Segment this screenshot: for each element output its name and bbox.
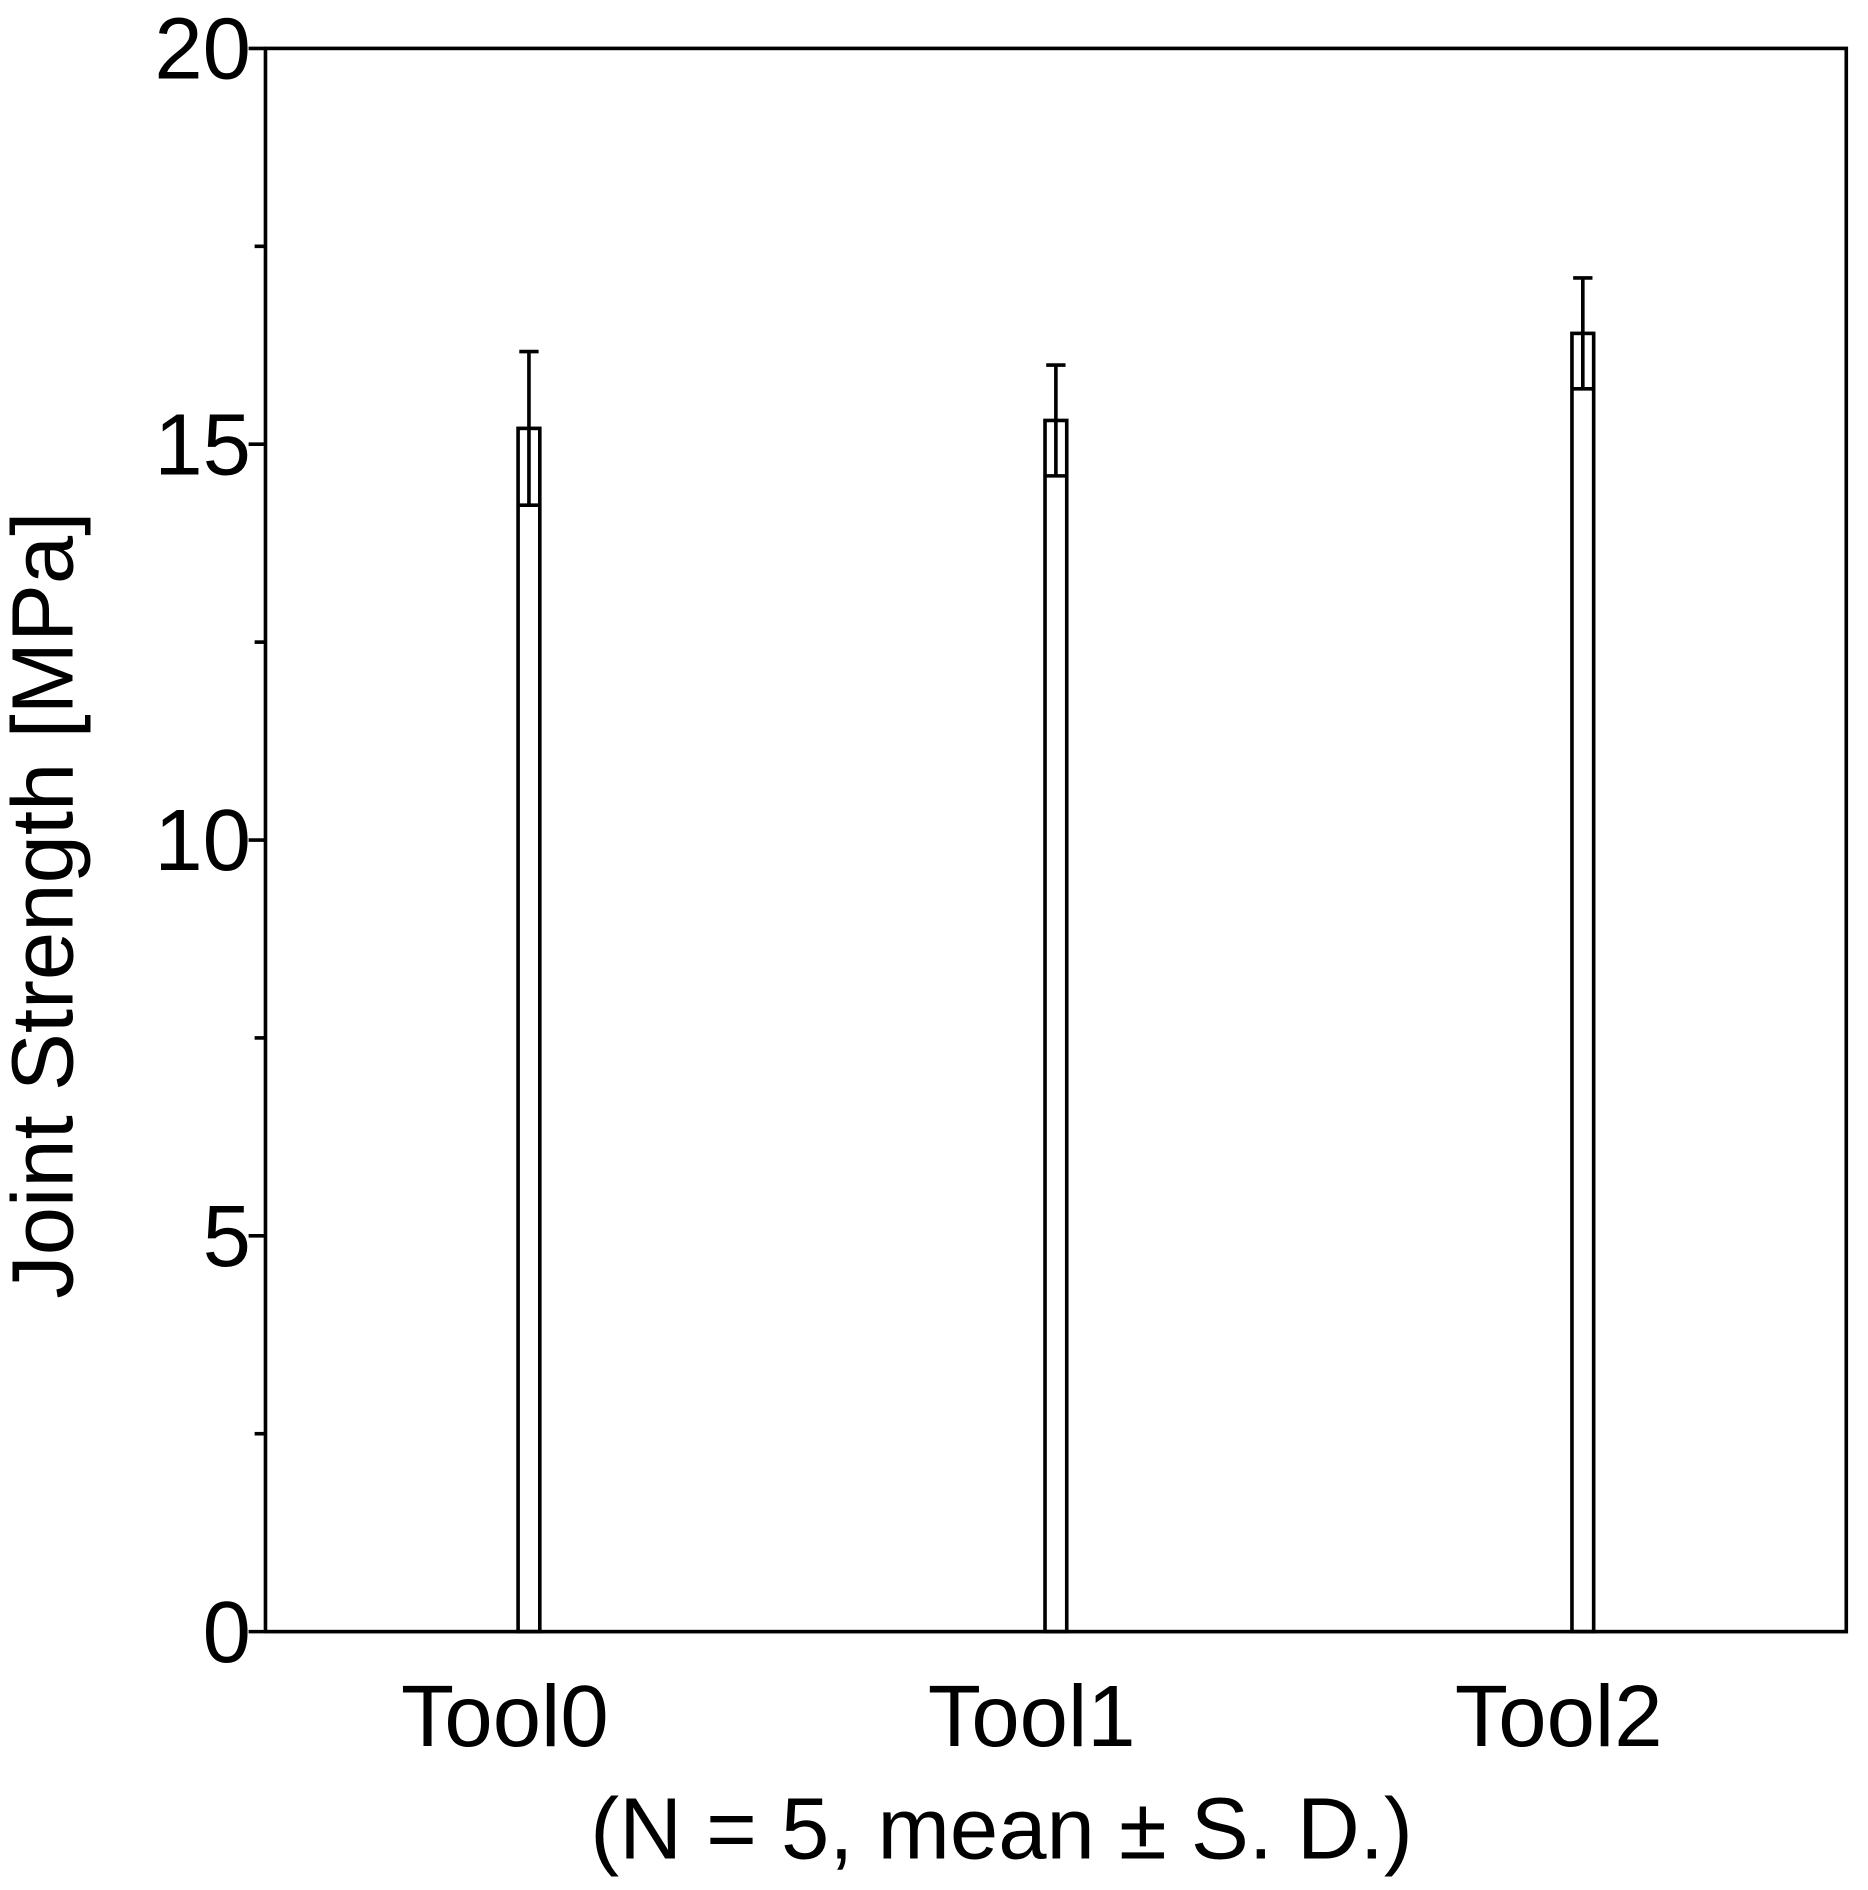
x-tick-label: Tool1 — [928, 1668, 1136, 1765]
y-tick-label: 5 — [203, 1188, 251, 1285]
x-axis-label: (N = 5, mean ± S. D.) — [590, 1780, 1413, 1877]
bar — [1570, 331, 1596, 1634]
y-tick-label: 10 — [154, 792, 251, 889]
y-tick-label: 20 — [154, 1, 251, 98]
x-tick-label: Tool2 — [1455, 1668, 1663, 1765]
y-tick-label: 15 — [154, 396, 251, 493]
bar — [516, 426, 542, 1634]
x-tick-label: Tool0 — [401, 1668, 609, 1765]
plot-frame — [263, 46, 1849, 1634]
bar — [1043, 418, 1069, 1634]
y-tick-label: 0 — [203, 1584, 251, 1681]
y-axis-label: Joint Strength [MPa] — [0, 512, 91, 1299]
